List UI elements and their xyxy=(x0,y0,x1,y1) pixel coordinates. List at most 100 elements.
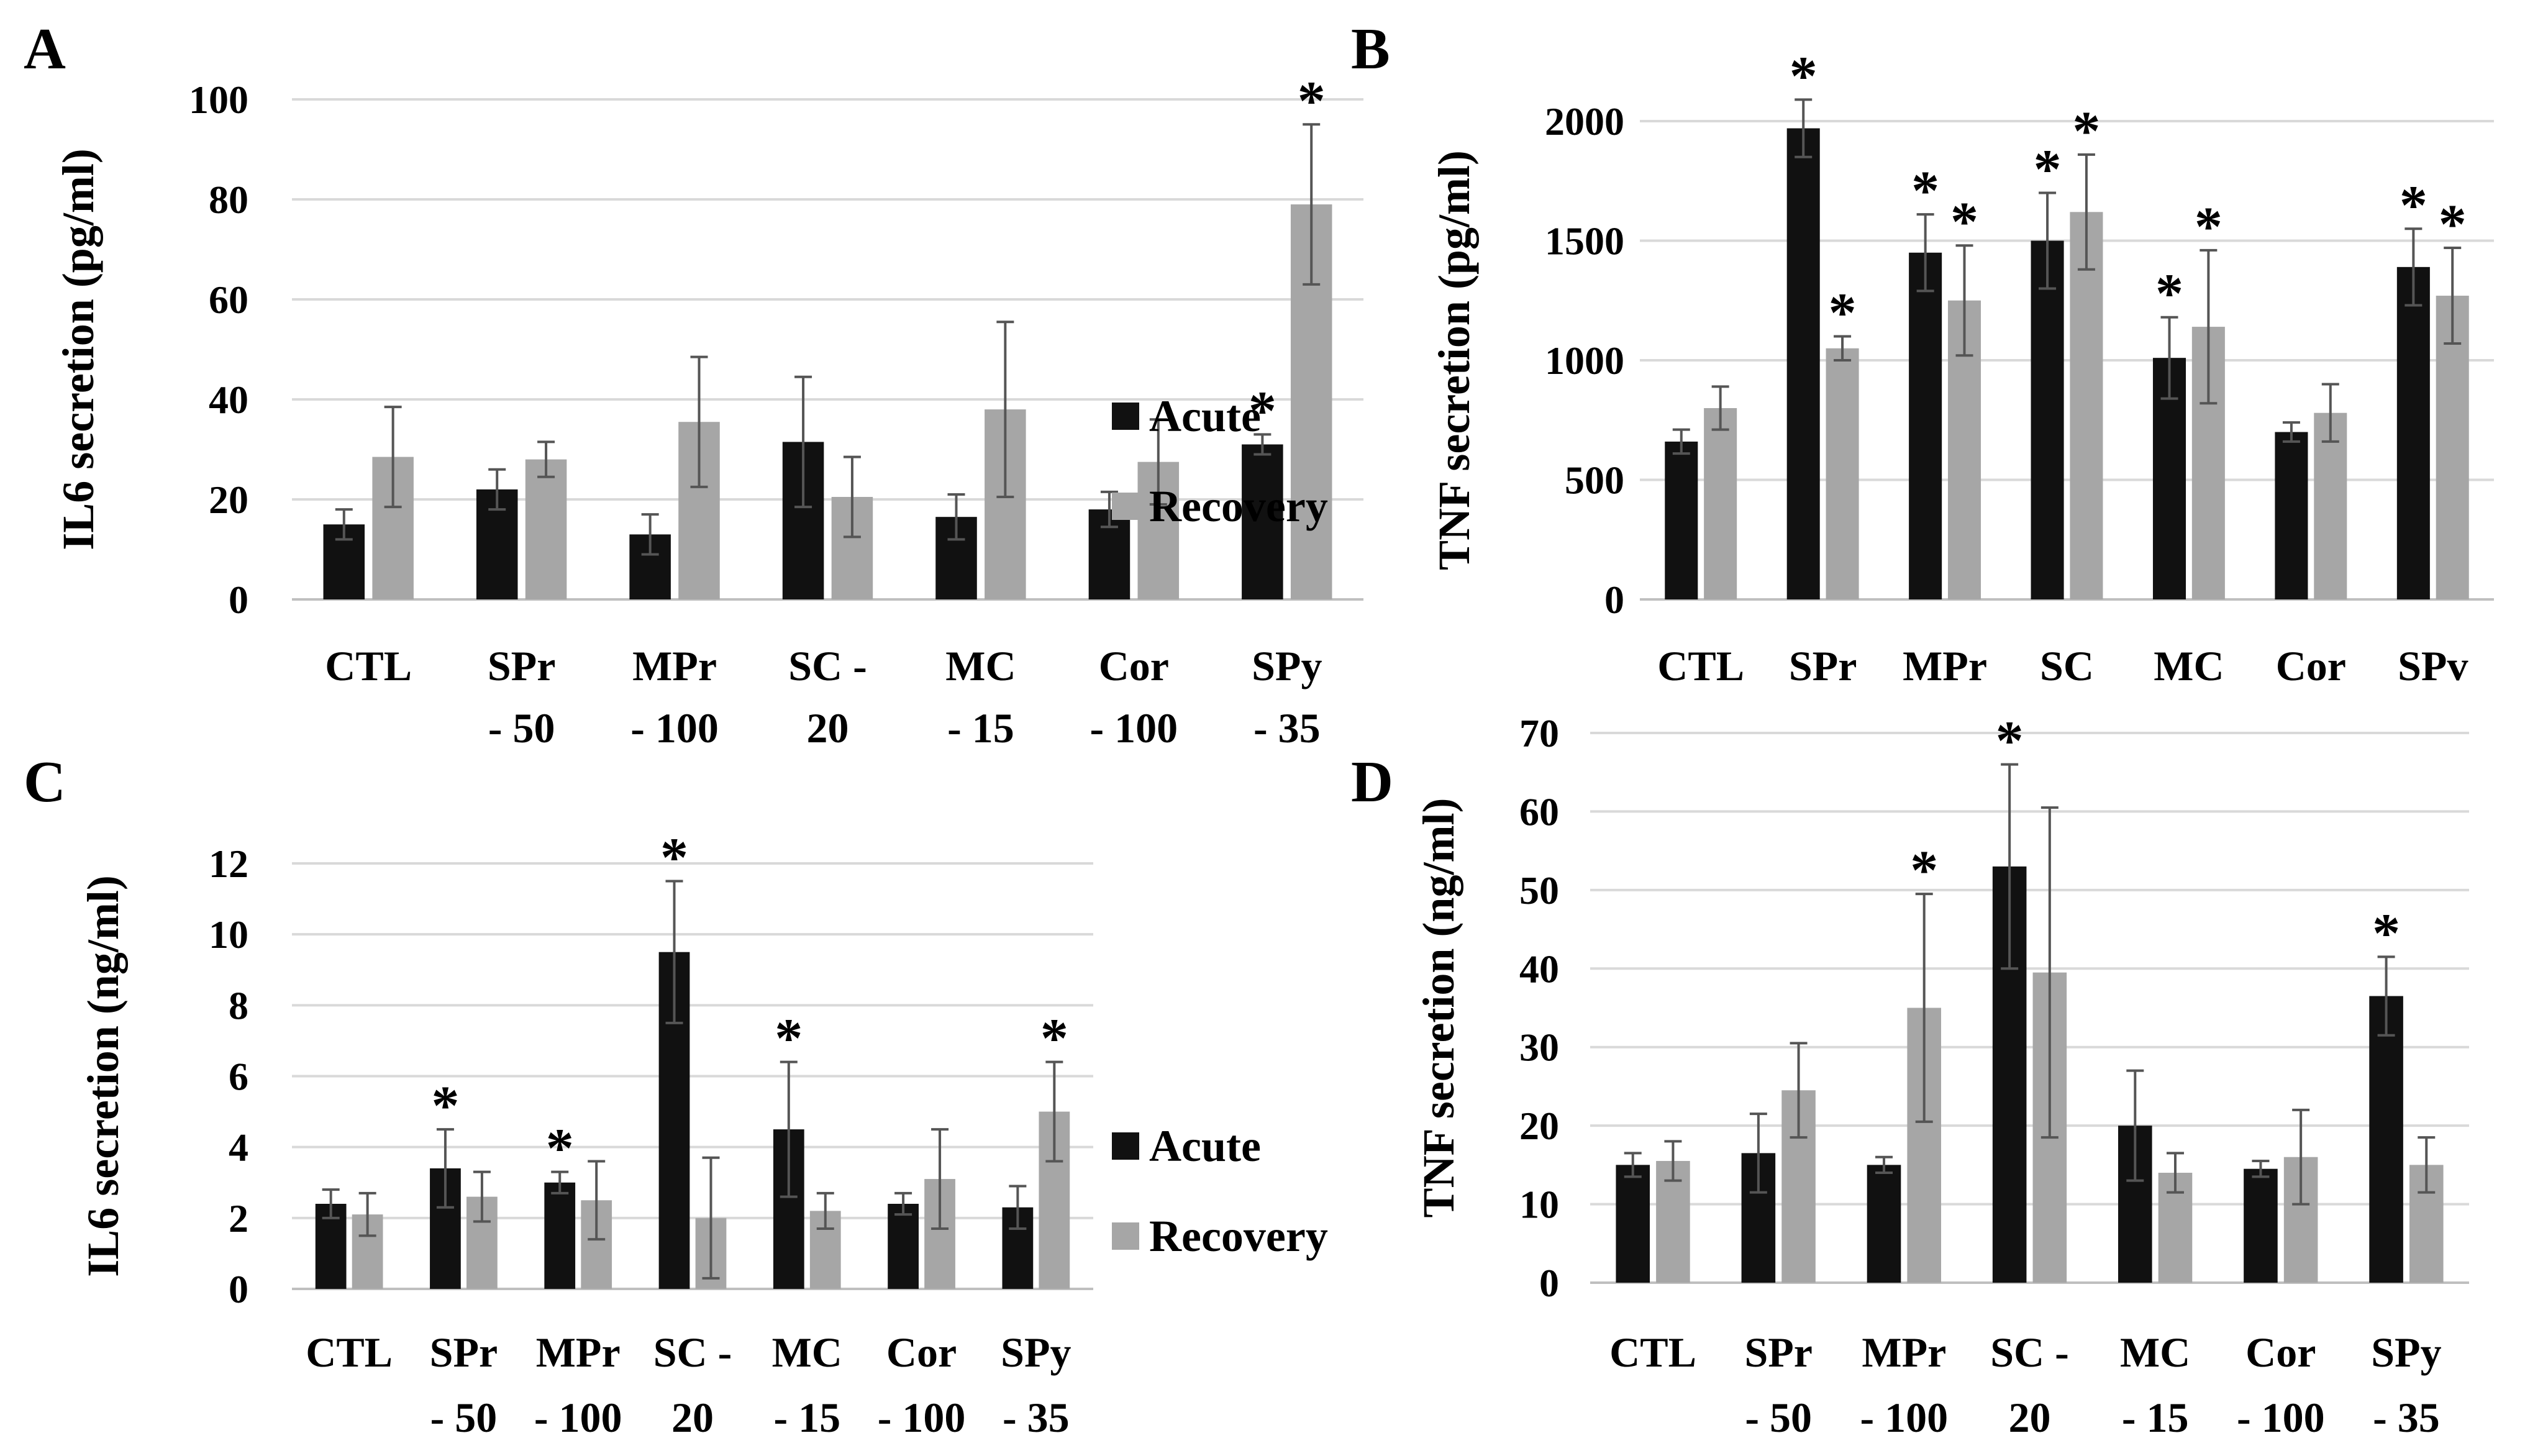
error-bar xyxy=(816,1191,834,1230)
category-label: MPr xyxy=(536,1329,621,1376)
error-bar xyxy=(780,1060,798,1198)
error-bar xyxy=(2252,1160,2270,1178)
error-bar xyxy=(702,1156,720,1280)
error-bar xyxy=(1955,244,1973,357)
bar-recovery xyxy=(2314,412,2347,599)
legend-swatch-acute xyxy=(1112,403,1139,430)
bar-acute xyxy=(2396,266,2430,600)
error-bar xyxy=(1253,433,1272,456)
y-tick-label: 40 xyxy=(1519,947,1559,991)
y-tick-label: 1500 xyxy=(1545,219,1624,263)
significance-star: * xyxy=(2034,139,2062,201)
error-bar xyxy=(1915,893,1933,1123)
category-label: Cor xyxy=(1099,642,1169,689)
error-bar xyxy=(1149,418,1167,506)
category-label: - 35 xyxy=(1253,704,1321,752)
error-bar xyxy=(2377,955,2395,1037)
significance-star: * xyxy=(2439,194,2467,255)
error-bar xyxy=(384,406,402,509)
error-bar xyxy=(2282,421,2300,443)
significance-star: * xyxy=(2400,175,2427,236)
legend: Acute Recovery xyxy=(1112,1121,1328,1261)
error-bar xyxy=(358,1191,376,1237)
significance-star: * xyxy=(1950,191,1978,253)
bar-acute xyxy=(1616,1165,1650,1283)
error-bar xyxy=(1672,428,1690,455)
legend-label-acute: Acute xyxy=(1149,391,1261,441)
panel-label: D xyxy=(1351,750,1393,814)
error-bar xyxy=(947,493,965,541)
bar-acute xyxy=(1665,441,1698,599)
category-label: MPr xyxy=(632,642,717,689)
significance-star: * xyxy=(1911,160,1939,222)
error-bar xyxy=(1916,213,1934,293)
significance-star: * xyxy=(431,1075,459,1137)
panel-label: A xyxy=(24,17,66,81)
bar-acute xyxy=(1786,128,1820,600)
error-bar xyxy=(588,1160,606,1241)
significance-star: * xyxy=(2195,196,2222,258)
category-label: SC xyxy=(2040,642,2094,689)
bar-acute xyxy=(544,1182,576,1289)
category-label: MPr xyxy=(1903,642,1987,689)
category-label: SPv xyxy=(2398,642,2468,689)
error-bar xyxy=(843,455,861,539)
category-label: - 100 xyxy=(878,1394,966,1441)
y-tick-label: 60 xyxy=(1519,789,1559,834)
error-bar xyxy=(2001,763,2019,970)
significance-star: * xyxy=(1249,380,1276,442)
category-label: Cor xyxy=(2245,1329,2316,1376)
y-tick-label: 8 xyxy=(229,983,248,1027)
significance-star: * xyxy=(1996,711,2024,772)
y-tick-label: 6 xyxy=(229,1055,248,1099)
y-tick-label: 20 xyxy=(1519,1104,1559,1148)
bar-acute xyxy=(888,1204,919,1289)
error-bar xyxy=(2418,1136,2436,1194)
y-tick-label: 70 xyxy=(1519,711,1559,755)
category-label: SC - xyxy=(1990,1329,2069,1376)
significance-star: * xyxy=(1040,1008,1068,1070)
significance-star: * xyxy=(2372,903,2400,964)
category-label: - 35 xyxy=(2373,1394,2440,1441)
category-label: SPr xyxy=(430,1329,498,1376)
error-bar xyxy=(2444,247,2462,345)
category-label: CTL xyxy=(1657,642,1744,689)
error-bar xyxy=(436,1128,454,1209)
significance-star: * xyxy=(2072,101,2100,162)
error-bar xyxy=(1711,385,1729,431)
category-label: 20 xyxy=(2009,1394,2051,1441)
y-tick-label: 20 xyxy=(209,478,248,522)
y-tick-label: 10 xyxy=(1519,1183,1559,1227)
legend-swatch-acute xyxy=(1112,1132,1139,1160)
error-bar xyxy=(1009,1185,1027,1230)
legend-label-acute: Acute xyxy=(1149,1121,1261,1171)
y-tick-label: 50 xyxy=(1519,868,1559,912)
category-label: SC - xyxy=(653,1329,732,1376)
category-label: - 100 xyxy=(1860,1394,1949,1441)
y-axis-title: IL6 secretion (ng/ml) xyxy=(78,875,128,1277)
y-axis-title: TNF secretion (ng/ml) xyxy=(1414,798,1463,1218)
error-bar xyxy=(1875,1155,1893,1174)
category-label: - xyxy=(2060,0,2074,9)
category-label: CTL xyxy=(306,1329,393,1376)
panel-a: A 0 20 40 60 80 100 IL6 secretion (pg/ml) CTL SPr… xyxy=(24,17,1363,752)
bar-acute xyxy=(2369,996,2403,1283)
category-label: - 100 xyxy=(534,1394,622,1441)
panel-d: D 0 10 20 30 40 50 60 70 TNF secretion (ng/ml) CTL… xyxy=(1351,711,2469,1441)
y-tick-label: 500 xyxy=(1565,458,1624,503)
significance-star: * xyxy=(775,1008,803,1070)
category-label: MC xyxy=(2120,1329,2190,1376)
category-label: - 100 xyxy=(630,704,719,752)
error-bar xyxy=(1834,335,1852,362)
error-bar xyxy=(473,1170,491,1223)
bar-acute xyxy=(1242,444,1283,599)
error-bar xyxy=(2040,806,2059,1139)
category-label: CTL xyxy=(325,642,412,689)
error-bar xyxy=(537,440,555,478)
y-tick-label: 1000 xyxy=(1545,339,1624,383)
category-label: - 50 xyxy=(1745,1394,1812,1441)
panel-label: B xyxy=(1351,17,1390,81)
category-label: - 50 xyxy=(488,704,555,752)
category-label: SC - xyxy=(788,642,867,689)
legend-swatch-recovery xyxy=(1112,493,1139,520)
